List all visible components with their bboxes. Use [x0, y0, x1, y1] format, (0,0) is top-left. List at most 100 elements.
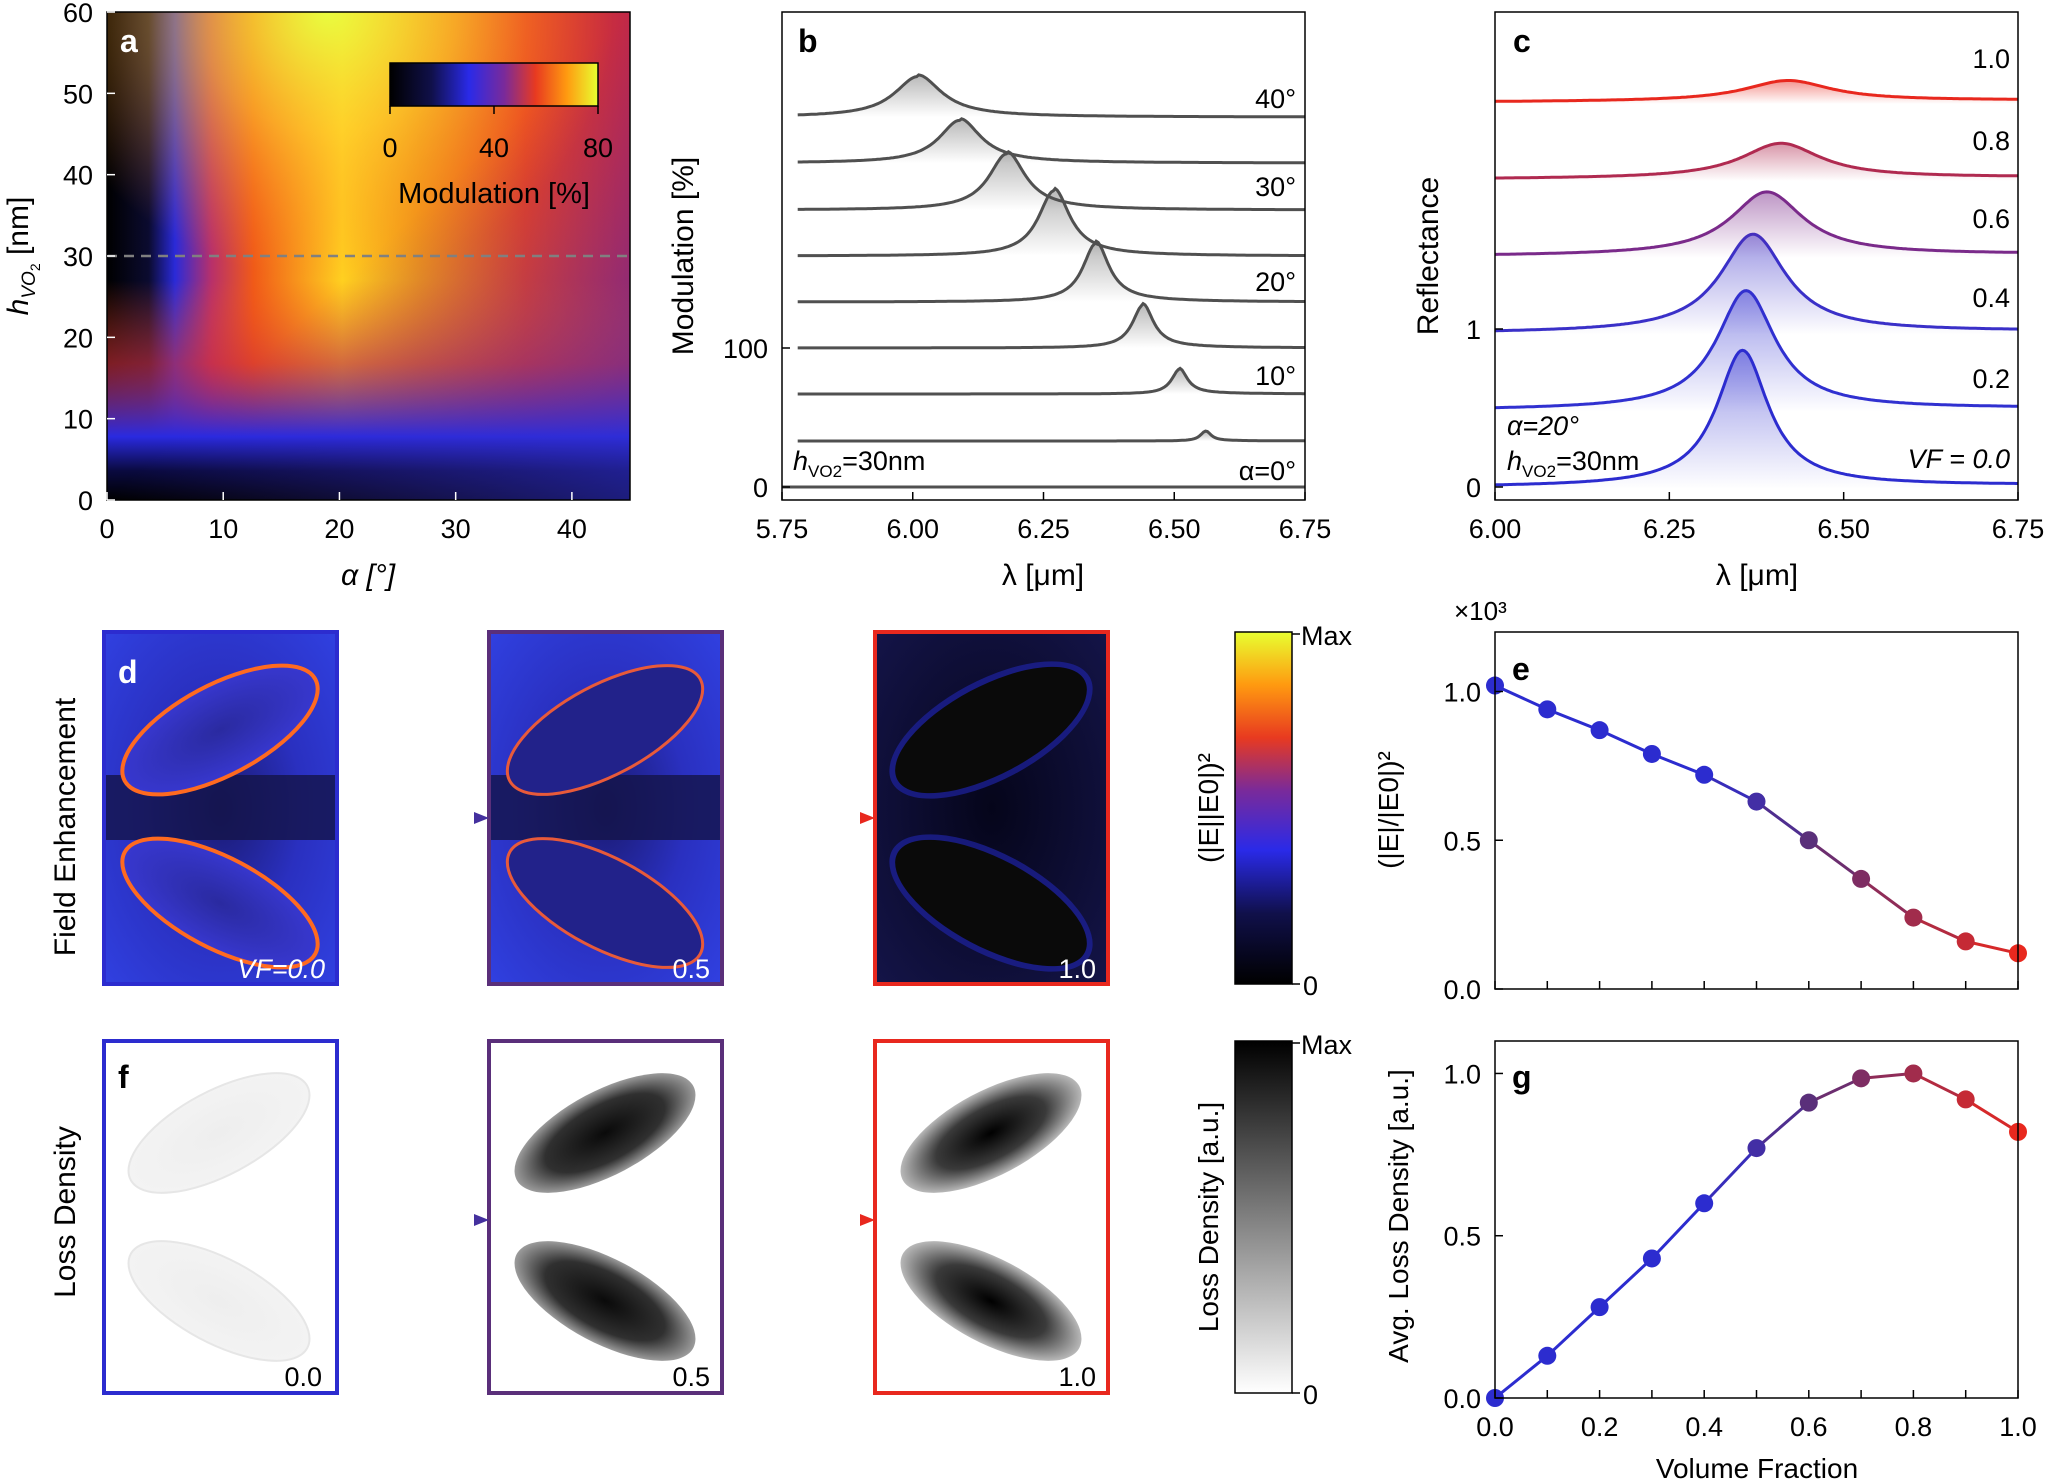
data-point [1538, 1346, 1557, 1365]
loss-map-vf1: 1.0 [873, 1039, 1110, 1395]
curve-fill [797, 118, 1305, 163]
data-point [1904, 908, 1923, 927]
series-line [1495, 190, 2018, 256]
y-tick-label: 60 [63, 0, 93, 28]
series-line [1598, 728, 1653, 756]
x-tick-label: 0.2 [1581, 1412, 1619, 1442]
curve-fill [797, 74, 1305, 117]
panel-letter: g [1512, 1059, 1532, 1095]
series-line [797, 429, 1305, 443]
arrow-head [860, 1214, 875, 1226]
colorbar-ticks: 0 40 80 [382, 106, 613, 163]
y-tick-labels: 0 10 20 30 40 50 60 [63, 0, 115, 516]
curve-label: VF = 0.0 [1908, 444, 2010, 474]
panel-f: Loss Density 0.0 0.5 1.0 f Max 0 Loss [49, 1030, 1353, 1410]
y-axis-label: Avg. Loss Density [a.u.] [1383, 1069, 1414, 1363]
series-line [797, 117, 1305, 165]
panel-letter: e [1512, 651, 1530, 687]
x-tick-label: 5.75 [756, 514, 809, 544]
data-point [1956, 1090, 1975, 1109]
series-line [1494, 79, 2018, 103]
x-tick-label: 6.75 [1992, 514, 2045, 544]
y-tick-label: 100 [723, 334, 768, 364]
y-axis-label: Reflectance [1412, 177, 1445, 335]
colorbar-label: (|E||E0|)² [1193, 753, 1224, 863]
series-line [1495, 141, 2018, 180]
series-line [797, 366, 1305, 396]
series-line [1755, 1101, 1810, 1150]
svg-text:1.0: 1.0 [1058, 954, 1096, 984]
curve-fill [1495, 234, 2018, 335]
panel-d: Field Enhancement VF=0.0 0.5 1 [49, 621, 1353, 1001]
series-line [797, 301, 1305, 350]
y-tick-label: 1.0 [1443, 1059, 1481, 1089]
y-tick-label: 40 [63, 161, 93, 191]
colorbar [1234, 1040, 1293, 1394]
svg-text:Max: Max [1301, 621, 1353, 651]
colorbar-tick-label: 40 [479, 133, 509, 163]
field-map-vf05: 0.5 [487, 630, 724, 986]
row-label: Loss Density [49, 1126, 82, 1298]
svg-text:0.5: 0.5 [672, 1362, 710, 1392]
y-tick-labels: 01 [1466, 315, 1503, 503]
svg-text:Max: Max [1301, 1030, 1353, 1060]
y-axis-label: Modulation [%] [667, 157, 700, 355]
series-line [1703, 773, 1758, 803]
y-tick-label: 0.5 [1443, 1222, 1481, 1252]
curve-label: 0.4 [1972, 283, 2010, 313]
data-point [1799, 1093, 1818, 1112]
note-h: hVO2=30nm [1507, 446, 1639, 481]
arrow-head [474, 812, 489, 824]
series-line [1807, 839, 1862, 881]
y-tick-label: 0 [1466, 473, 1481, 503]
x-tick-label: 6.75 [1279, 514, 1332, 544]
curve-fill [797, 368, 1305, 394]
curve-label: 40° [1255, 84, 1296, 114]
curve-fill [1495, 80, 2018, 104]
series-line [1755, 800, 1810, 842]
series-line [1912, 1072, 1967, 1101]
x-tick-label: 20 [324, 514, 354, 544]
x-tick-label: 30 [441, 514, 471, 544]
panel-letter: f [118, 1059, 129, 1095]
y-tick-label: 30 [63, 242, 93, 272]
y-tick-label: 0 [78, 486, 93, 516]
x-tick-label: 6.25 [1017, 514, 1070, 544]
svg-text:VF=0.0: VF=0.0 [237, 954, 325, 984]
data-point [1956, 932, 1975, 951]
data-point [1590, 721, 1609, 740]
panel-g: 0.0 0.5 1.0 0.0 0.2 0.4 0.6 0.8 1.0 g Avg. Loss … [1383, 1040, 2037, 1483]
y-tick-label: 1 [1466, 315, 1481, 345]
colorbar-tick-label: 0 [382, 133, 397, 163]
plot-curves [1494, 79, 2019, 489]
x-tick-label: 0.8 [1895, 1412, 1933, 1442]
series-line [1546, 1306, 1601, 1357]
series-line [1703, 1147, 1758, 1205]
curve-fill [1495, 191, 2018, 258]
field-map-vf1: 1.0 [873, 630, 1110, 986]
x-axis-label: λ [μm] [1002, 559, 1084, 592]
loss-map-vf05: 0.5 [487, 1039, 724, 1395]
series-line [1912, 916, 1967, 943]
note: hVO2=30nm [793, 446, 925, 481]
series-line [1546, 707, 1601, 732]
svg-text:0: 0 [1303, 971, 1318, 1001]
data-point [1642, 1249, 1661, 1268]
y-tick-label: 0.5 [1443, 826, 1481, 856]
svg-text:0.0: 0.0 [284, 1362, 322, 1392]
x-axis-label: α [°] [341, 559, 396, 592]
data-point [1799, 831, 1818, 850]
panel-c: c 6.00 6.25 6.50 6.75 01 1.00.80.60.40.2VF … [1412, 11, 2045, 592]
curve-fill [1495, 290, 2018, 412]
y-tick-label: 10 [63, 405, 93, 435]
y-axis-label: hVO2 [nm] [2, 197, 43, 316]
y-multiplier: ×10³ [1454, 596, 1507, 626]
y-tick-label: 50 [63, 79, 93, 109]
series-line [1494, 1354, 1549, 1400]
data-point [1852, 869, 1871, 888]
curve-label: 0.8 [1972, 126, 2010, 156]
series-line [797, 186, 1305, 258]
panel-a: 0 40 80 Modulation [%] a 0 10 20 30 40 0 10 20 30… [2, 0, 631, 592]
series-line [1598, 1257, 1653, 1309]
